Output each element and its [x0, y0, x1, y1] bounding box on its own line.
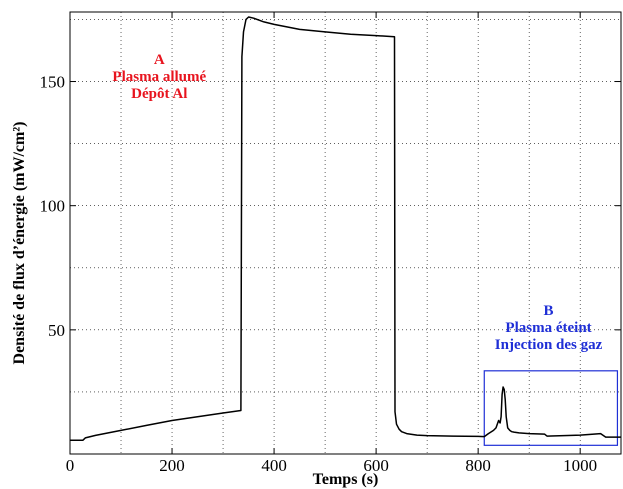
- x-tick-label: 400: [261, 456, 287, 475]
- x-tick-label: 200: [159, 456, 185, 475]
- x-tick-label: 800: [465, 456, 491, 475]
- y-tick-label: 50: [48, 321, 65, 340]
- annotation-text: Dépôt Al: [131, 86, 187, 102]
- annotation-text: Plasma allumé: [112, 69, 206, 85]
- y-axis-label: Densité de flux d’énergie (mW/cm²): [11, 122, 28, 365]
- highlight-box-layer: [483, 370, 619, 446]
- annotation-text: A: [154, 52, 165, 68]
- y-tick-label: 150: [40, 73, 66, 92]
- annotation-text: B: [544, 303, 554, 319]
- annotation-text: Plasma éteint: [505, 320, 591, 336]
- x-tick-label: 1000: [563, 456, 597, 475]
- x-axis-label: Temps (s): [313, 471, 379, 488]
- annotation-text: Injection des gaz: [495, 337, 603, 353]
- x-tick-label: 600: [363, 456, 389, 475]
- grid: [70, 12, 621, 454]
- axis-ticks: 0 200 400 600 800 1000 50 100 150: [40, 12, 621, 475]
- y-tick-label: 100: [40, 197, 66, 216]
- highlight-box: [483, 370, 619, 446]
- series-line: [70, 16, 621, 442]
- x-tick-label: 0: [66, 456, 75, 475]
- series-layer: [70, 16, 621, 442]
- plot-frame: [69, 11, 622, 455]
